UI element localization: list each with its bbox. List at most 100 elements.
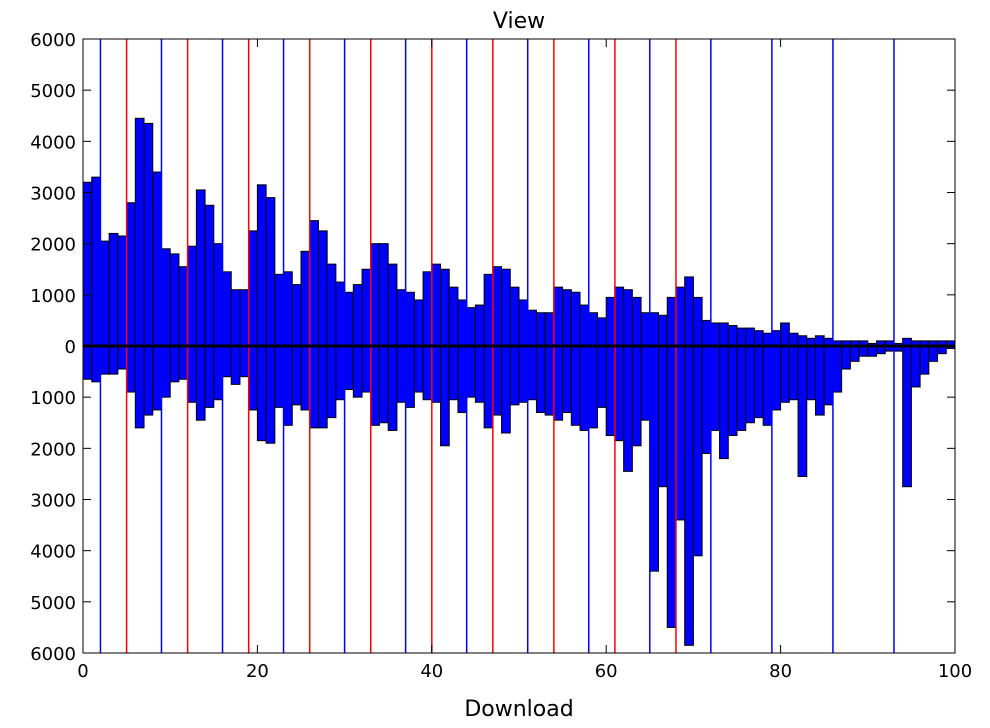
bar-lower-73 [719,345,729,460]
bar-lower-14 [204,345,215,408]
bar-lower-52 [535,345,546,414]
bar-lower-49 [509,345,520,406]
y-tick-label: 5000 [30,81,76,102]
bar-upper-50 [518,299,529,347]
bar-lower-1 [91,345,101,383]
bar-upper-21 [265,197,276,347]
bar-lower-53 [544,345,555,416]
x-tick-label: 60 [595,661,618,682]
bar-lower-29 [335,345,346,401]
bar-lower-23 [283,345,293,426]
bar-upper-73 [719,322,729,347]
bar-lower-74 [727,345,738,437]
bar-lower-34 [378,345,389,424]
bar-lower-76 [745,345,755,424]
bar-lower-36 [396,345,407,403]
bar-upper-49 [509,286,520,347]
bar-upper-53 [544,312,555,347]
bar-upper-10 [169,253,180,347]
bar-upper-62 [623,289,633,347]
y-tick-label: 2000 [30,235,76,256]
bar-lower-50 [518,345,529,403]
bar-lower-24 [291,345,302,406]
y-tick-label: 4000 [30,132,76,153]
bar-lower-33 [370,345,380,426]
bar-upper-16 [222,271,232,347]
bar-upper-57 [579,304,590,347]
bar-lower-83 [806,345,816,401]
y-tick-label: 1000 [30,388,76,409]
bar-lower-64 [640,345,651,421]
bar-upper-72 [710,322,721,347]
bar-upper-61 [614,286,625,347]
bar-lower-25 [300,345,311,411]
x-tick-label: 100 [938,661,972,682]
bar-upper-58 [588,312,598,347]
bar-lower-84 [814,345,825,416]
bar-upper-0 [82,181,93,347]
bar-upper-11 [178,266,189,347]
bar-lower-69 [684,345,694,646]
bar-upper-67 [666,296,677,347]
bar-lower-55 [562,345,572,414]
bar-upper-47 [492,266,503,347]
bar-upper-2 [99,240,110,347]
bar-lower-42 [448,345,459,401]
chart-title: View [493,9,545,34]
bar-upper-68 [675,286,686,347]
bar-lower-9 [160,345,171,398]
bar-upper-29 [335,281,346,347]
bar-upper-63 [631,296,642,347]
bar-lower-88 [849,345,860,362]
bar-lower-39 [422,345,433,401]
x-tick-label: 80 [769,661,792,682]
bar-upper-12 [187,245,197,347]
bar-upper-26 [309,220,319,347]
bar-upper-4 [117,235,128,347]
y-tick-label: 0 [65,337,76,358]
x-tick-label: 40 [420,661,443,682]
bar-lower-35 [387,345,398,431]
bar-lower-89 [858,345,869,357]
y-tick-label: 3000 [30,184,76,205]
bar-upper-45 [474,304,485,347]
bar-lower-45 [474,345,485,403]
bar-lower-95 [910,345,921,388]
y-tick-label: 5000 [30,593,76,614]
bar-upper-54 [553,286,564,347]
bar-lower-0 [82,345,93,380]
bar-lower-62 [623,345,633,472]
bar-upper-34 [378,243,389,347]
bar-lower-3 [108,345,119,375]
bar-lower-31 [352,345,363,398]
bar-lower-81 [788,345,799,401]
bar-lower-12 [187,345,197,403]
bar-lower-2 [99,345,110,375]
bar-lower-56 [570,345,581,426]
bar-lower-40 [431,345,442,403]
bar-lower-11 [178,345,189,380]
y-tick-label: 4000 [30,542,76,563]
bar-upper-3 [108,232,119,347]
bar-upper-28 [326,263,337,347]
bar-lower-48 [501,345,511,434]
bar-upper-40 [431,263,442,347]
bar-lower-7 [143,345,154,416]
bar-lower-65 [649,345,660,572]
bar-upper-48 [501,268,511,347]
bar-upper-39 [422,271,433,347]
bar-upper-78 [762,332,773,347]
bar-lower-16 [222,345,232,378]
bar-lower-51 [527,345,537,401]
bar-lower-97 [928,345,939,362]
bar-lower-87 [841,345,851,370]
bar-lower-58 [588,345,598,429]
bar-upper-32 [361,268,372,347]
bar-upper-80 [780,322,790,347]
bar-lower-32 [361,345,372,393]
bar-lower-67 [666,345,677,628]
bar-lower-19 [248,345,258,411]
bar-lower-54 [553,345,564,421]
bar-upper-79 [771,330,782,347]
